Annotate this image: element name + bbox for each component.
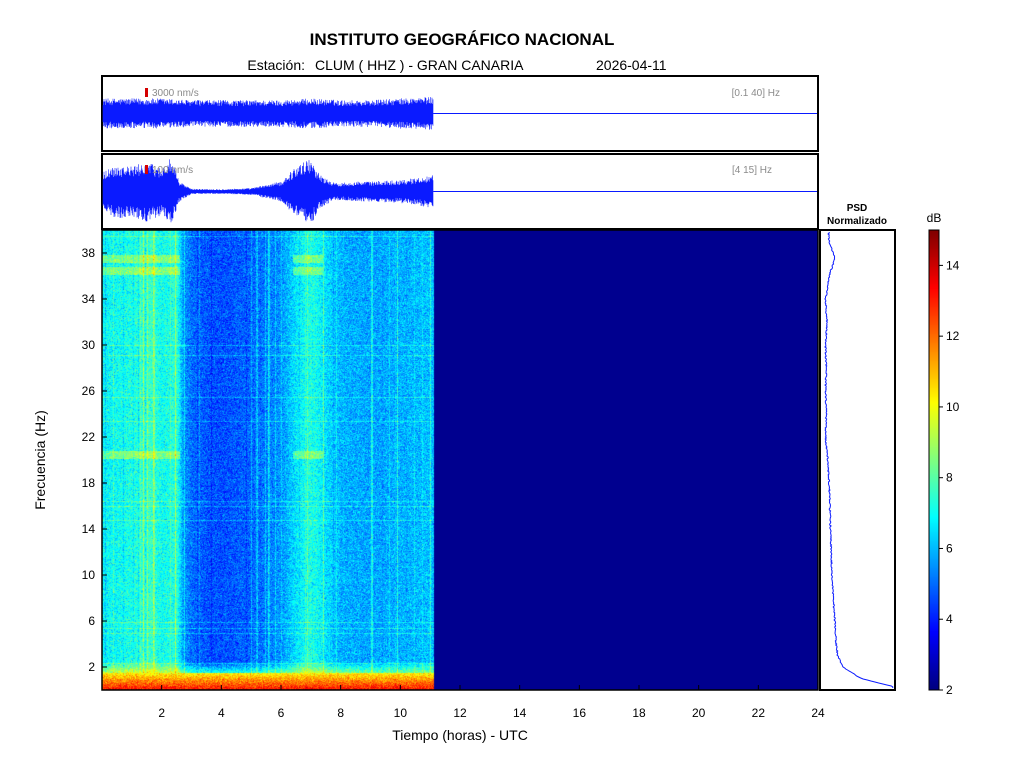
x-tick-label: 10 [394, 706, 408, 720]
trace-panel-filtered: 100 nm/s [4 15] Hz [101, 153, 819, 230]
y-tick-label: 26 [82, 384, 96, 398]
band-label-broadband: [0.1 40] Hz [732, 88, 780, 99]
trace-filtered-waveform [102, 159, 434, 223]
trace-broadband-line [102, 97, 817, 130]
y-tick-label: 38 [82, 246, 96, 260]
colorbar-gradient [929, 230, 939, 690]
station-prefix: Estación: [247, 57, 305, 73]
spectrogram-panel: 2 4 6 8 10 12 14 16 18 20 22 24 261014182226303438 … [32, 229, 825, 743]
x-tick-label: 8 [337, 706, 344, 720]
colorbar-tick-label: 8 [946, 471, 953, 485]
colorbar-tick-label: 2 [946, 683, 953, 697]
colorbar-tick-label: 10 [946, 400, 960, 414]
y-tick-label: 22 [82, 430, 96, 444]
scale-marker-filtered [145, 165, 148, 174]
scale-label-broadband: 3000 nm/s [152, 88, 199, 99]
colorbar-tick-label: 6 [946, 541, 953, 555]
y-tick-label: 10 [82, 568, 96, 582]
x-tick-label: 24 [811, 706, 825, 720]
y-tick-label: 34 [82, 292, 96, 306]
psd-title-line2: Normalizado [827, 216, 887, 227]
y-tick-label: 6 [88, 614, 95, 628]
spectrogram-heatmap [102, 230, 818, 690]
scale-marker-broadband [145, 88, 148, 97]
scale-label-filtered: 100 nm/s [152, 165, 193, 176]
spectrogram-x-ticks: 2 4 6 8 10 12 14 16 18 20 22 24 [158, 685, 825, 720]
y-tick-label: 30 [82, 338, 96, 352]
trace-broadband-waveform [102, 97, 434, 130]
y-tick-label: 18 [82, 476, 96, 490]
y-tick-label: 14 [82, 522, 96, 536]
colorbar-ticks: 2 4 6 8 10 12 14 [939, 258, 960, 697]
x-tick-label: 14 [513, 706, 527, 720]
colorbar-label: dB [927, 211, 942, 225]
psd-title-line1: PSD [847, 203, 868, 214]
x-tick-label: 2 [158, 706, 165, 720]
x-tick-label: 18 [632, 706, 646, 720]
x-tick-label: 22 [752, 706, 766, 720]
psd-curve [824, 232, 894, 689]
x-axis-label: Tiempo (horas) - UTC [392, 727, 528, 743]
colorbar: dB 2 4 6 8 10 12 14 [927, 211, 960, 697]
station-name: CLUM ( HHZ ) - GRAN CANARIA [315, 57, 524, 73]
colorbar-tick-label: 14 [946, 258, 960, 272]
x-tick-label: 6 [278, 706, 285, 720]
trace-filtered-line [102, 159, 817, 223]
colorbar-tick-label: 4 [946, 612, 953, 626]
x-tick-label: 12 [453, 706, 467, 720]
psd-panel: PSD Normalizado [819, 203, 896, 691]
figure-title: INSTITUTO GEOGRÁFICO NACIONAL [310, 30, 615, 49]
x-tick-label: 4 [218, 706, 225, 720]
station-date: 2026-04-11 [596, 57, 667, 73]
y-axis-label: Frecuencia (Hz) [32, 410, 48, 510]
trace-panel-broadband: 3000 nm/s [0.1 40] Hz [101, 75, 819, 152]
x-tick-label: 20 [692, 706, 706, 720]
x-tick-label: 16 [573, 706, 587, 720]
band-label-filtered: [4 15] Hz [732, 165, 772, 176]
y-tick-label: 2 [88, 660, 95, 674]
colorbar-tick-label: 12 [946, 329, 960, 343]
